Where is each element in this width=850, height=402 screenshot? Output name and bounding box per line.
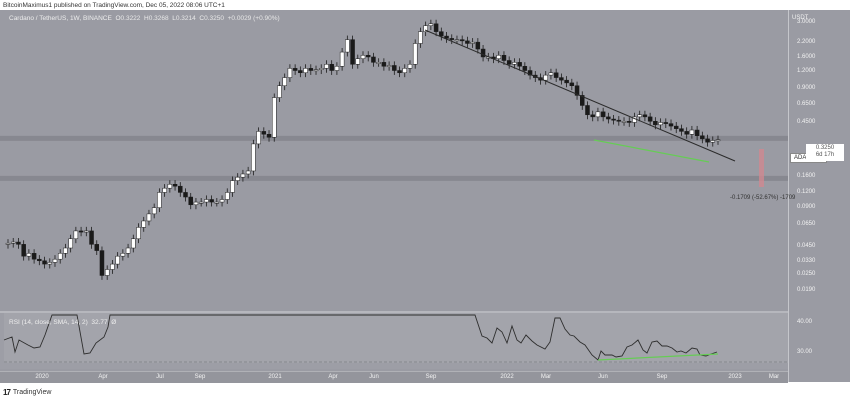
footer-branding: 17 TradingView: [3, 388, 51, 397]
horizontal-level: [0, 175, 788, 181]
price-axis-label: 0.0650: [797, 221, 816, 227]
last-price: 0.3250: [815, 145, 835, 151]
time-axis-label: Sep: [656, 374, 668, 380]
time-axis[interactable]: 2020 Apr Jul Sep 2021 Apr Jun Sep 2022 Mar Jun Sep 2…: [0, 371, 788, 383]
price-axis-label: 0.0900: [797, 204, 816, 210]
price-axis-label: 0.0450: [797, 243, 816, 249]
rsi-line: [3, 314, 718, 361]
horizontal-level: [0, 135, 788, 141]
price-axis-label: 0.1200: [797, 189, 816, 195]
time-axis-label: 2020: [35, 374, 49, 380]
price-axis-label: 0.0190: [797, 287, 816, 293]
price-axis-label: 0.0330: [797, 258, 816, 264]
price-axis-label: 0.0250: [797, 271, 816, 277]
price-axis-label: 0.6500: [797, 101, 816, 107]
bar-countdown: 6d 17h: [815, 152, 835, 158]
hide-indicator-icon[interactable]: Ø: [111, 319, 117, 326]
support-line: [593, 139, 710, 163]
time-axis-label: Sep: [194, 374, 206, 380]
time-axis-label: Apr: [328, 374, 338, 380]
price-pane[interactable]: [0, 10, 788, 311]
price-axis-label: 3.0000: [797, 19, 816, 25]
symbol-title: Cardano / TetherUS, 1W, BINANCE: [9, 15, 112, 22]
open-value: 0.3222: [120, 15, 141, 22]
chart-canvas: [0, 19, 788, 363]
rsi-divergence-line: [597, 353, 719, 361]
time-axis-label: Jun: [598, 374, 608, 380]
price-axis-label: 1.6000: [797, 54, 816, 60]
change-value: +0.0029 (+0.90%): [227, 15, 280, 22]
symbol-legend: Cardano / TetherUS, 1W, BINANCE O0.3222 …: [9, 15, 280, 22]
descending-trendline: [424, 29, 736, 162]
publish-info: BitcoinMaximus1 published on TradingView…: [3, 2, 225, 9]
time-axis-label: Mar: [540, 374, 552, 380]
time-axis-label: Apr: [98, 374, 108, 380]
measure-bar: [759, 149, 764, 187]
price-axis-label: 2.2000: [797, 39, 816, 45]
time-axis-label: Jul: [156, 374, 164, 380]
price-axis-label: 40.00: [797, 319, 813, 325]
last-price-tag: 0.3250 6d 17h: [806, 144, 844, 161]
rsi-params: RSI (14, close, SMA, 14, 2): [9, 319, 88, 326]
brand-name: TradingView: [12, 389, 52, 396]
price-axis[interactable]: USDT 3.0000 2.2000 1.6000 1.2000 0.9000 0.650…: [788, 10, 850, 382]
time-axis-label: Mar: [768, 374, 780, 380]
rsi-legend[interactable]: RSI (14, close, SMA, 14, 2) 32.77 Ø: [9, 319, 116, 326]
rsi-value: 32.77: [91, 319, 108, 326]
close-value: 0.3250: [204, 15, 224, 22]
price-axis-label: 0.9000: [797, 85, 816, 91]
time-axis-label: 2021: [268, 374, 282, 380]
price-axis-label: 1.2000: [797, 68, 816, 74]
high-value: 0.3268: [148, 15, 169, 22]
chart-frame: 2020 Apr Jul Sep 2021 Apr Jun Sep 2022 Mar Jun Sep 2…: [0, 10, 850, 383]
rsi-pane[interactable]: [0, 313, 788, 369]
price-axis-label: 0.4500: [797, 119, 816, 125]
pane-divider[interactable]: [0, 311, 850, 313]
price-axis-label: 0.1600: [797, 173, 816, 179]
time-axis-label: 2023: [728, 374, 742, 380]
measure-label: -0.1709 (-52.67%) -1709: [730, 195, 796, 201]
currency-label: USDT: [792, 15, 809, 21]
price-axis-label: 30.00: [797, 349, 813, 355]
time-axis-label: Jun: [369, 374, 379, 380]
tradingview-logo-icon: 17: [3, 388, 11, 397]
low-value: 0.3214: [175, 15, 196, 22]
time-axis-label: Sep: [425, 374, 437, 380]
time-axis-label: 2022: [500, 374, 514, 380]
rsi-background: [4, 313, 788, 363]
